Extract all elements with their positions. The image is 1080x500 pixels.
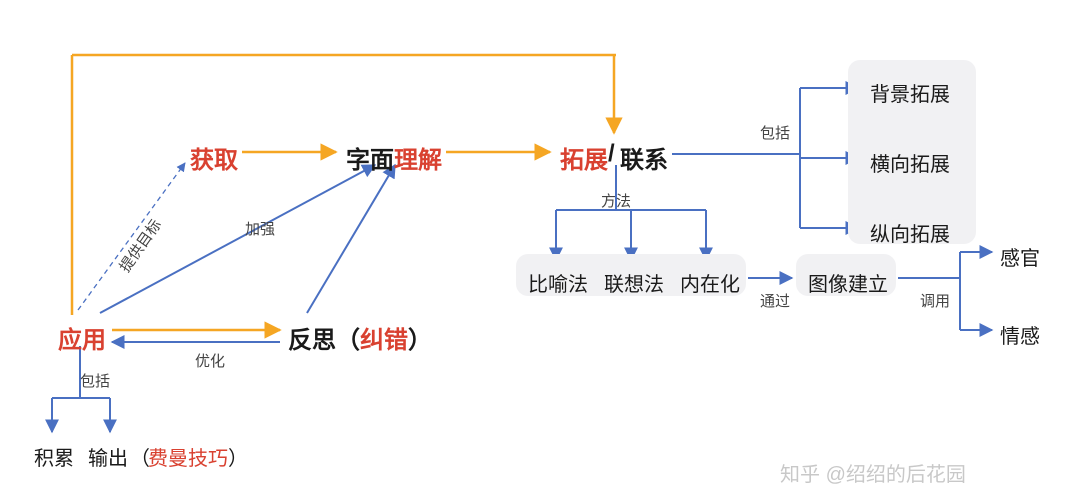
node-image_build: 图像建立 (808, 268, 888, 297)
node-reflect_suf: ） (408, 320, 432, 355)
node-literal_pre: 字面 (346, 140, 394, 175)
node-feynman_mid: 费曼技巧 (148, 442, 228, 471)
node-assoc: 联想法 (604, 268, 664, 297)
edge-label-method: 方法 (601, 190, 631, 211)
node-output: 输出 (88, 442, 128, 471)
node-expand_bg: 背景拓展 (870, 78, 950, 107)
node-reflect_mid: 纠错 (360, 320, 408, 355)
edge-label-optimize: 优化 (195, 350, 225, 371)
edge-label-invoke: 调用 (920, 290, 950, 311)
edge-label-include2: 包括 (760, 122, 790, 143)
watermark-author: @绍绍的后花园 (826, 464, 966, 486)
node-sense: 感官 (1000, 242, 1040, 271)
node-metaphor: 比喻法 (528, 268, 588, 297)
edge-label-include1: 包括 (80, 370, 110, 391)
edge-label-through: 通过 (760, 290, 790, 311)
node-literal_suf: 理解 (394, 140, 442, 175)
node-expand_pre: 拓展 (560, 140, 608, 175)
node-feynman_pre: （ (130, 442, 150, 471)
watermark-brand: 知乎 (780, 464, 826, 486)
node-reflect_pre: 反思（ (288, 320, 360, 355)
edge-label-strengthen: 加强 (245, 218, 275, 239)
node-apply: 应用 (58, 320, 106, 355)
watermark: 知乎 @绍绍的后花园 (780, 458, 966, 487)
node-expand_sep: / (608, 140, 615, 168)
edge-label-goal: 提供目标 (114, 215, 166, 276)
node-expand_v: 纵向拓展 (870, 218, 950, 247)
node-accum: 积累 (34, 442, 74, 471)
node-acquire: 获取 (190, 140, 238, 175)
node-expand_h: 横向拓展 (870, 148, 950, 177)
node-expand_suf: 联系 (620, 140, 668, 175)
node-emotion: 情感 (1000, 320, 1040, 349)
node-feynman_suf: ） (228, 442, 248, 471)
node-intern: 内在化 (680, 268, 740, 297)
